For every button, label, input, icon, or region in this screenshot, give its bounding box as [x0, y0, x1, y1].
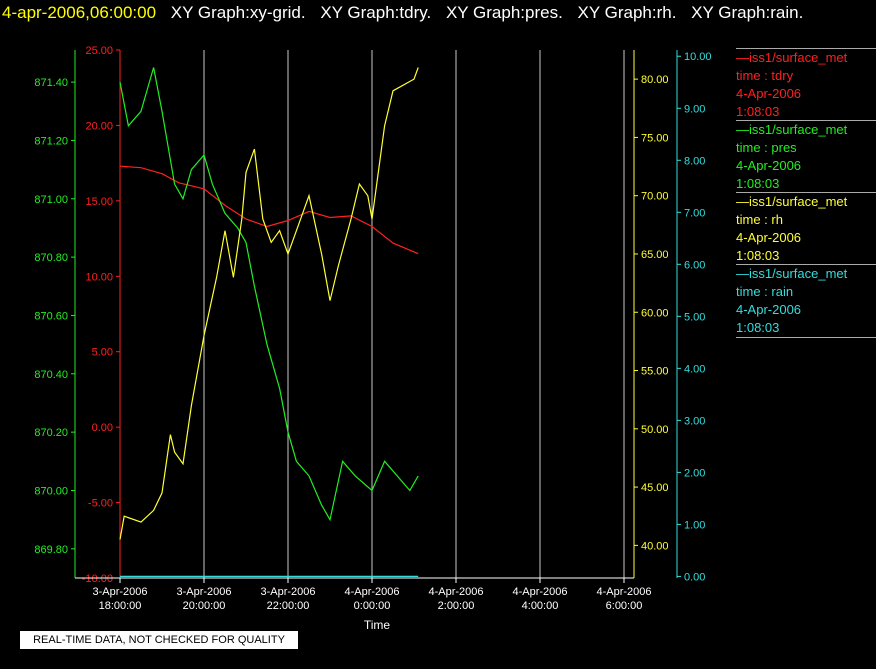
legend-field: time : pres [736, 140, 797, 155]
legend-source: —iss1/surface_met [736, 50, 848, 65]
y-tick-label: -5.00 [88, 498, 113, 510]
series-lines [119, 67, 419, 578]
y-tick-label: 870.20 [34, 427, 68, 439]
legend-source: —iss1/surface_met [736, 266, 848, 281]
y-tick-label: 55.00 [641, 366, 669, 378]
y-tick-label: 45.00 [641, 482, 669, 494]
x-tick-label: 20:00:00 [183, 600, 226, 612]
legend-source: —iss1/surface_met [736, 122, 848, 137]
y-tick-label: 0.00 [684, 571, 705, 583]
y-tick-label: 5.00 [684, 311, 705, 323]
y-tick-label: 870.40 [34, 369, 68, 381]
title-bar: 4-apr-2006,06:00:00 XY Graph:xy-grid. XY… [2, 2, 803, 24]
y-tick-label: 870.00 [34, 485, 68, 497]
legend-source: —iss1/surface_met [736, 194, 848, 209]
legend-time: 1:08:03 [736, 176, 780, 191]
axes: 25.00 20.00 15.00 10.00 5.00 0.00 -5.00 -10.00 8… [34, 45, 711, 585]
x-tick-label: 4-Apr-2006 [596, 586, 651, 598]
y-tick-label: 8.00 [684, 155, 705, 167]
x-tick-label: 3-Apr-2006 [92, 586, 147, 598]
graph-title-rh: XY Graph:rh. [577, 3, 677, 22]
legend-entry-tdry: —iss1/surface_met time : tdry 4-Apr-2006… [736, 48, 876, 121]
y-tick-label: 40.00 [641, 540, 669, 552]
y-tick-label: 870.80 [34, 252, 68, 264]
legend-time: 1:08:03 [736, 248, 780, 263]
x-tick-label: 2:00:00 [438, 600, 475, 612]
y-tick-label: 871.00 [34, 194, 68, 206]
x-tick-label: 4-Apr-2006 [428, 586, 483, 598]
y-tick-label: 5.00 [92, 347, 113, 359]
y-tick-label: 3.00 [684, 415, 705, 427]
legend-entry-rh: —iss1/surface_met time : rh 4-Apr-2006 1… [736, 192, 876, 265]
y-tick-label: 0.00 [92, 422, 113, 434]
y-tick-label: 50.00 [641, 424, 669, 436]
y-tick-label: 871.20 [34, 135, 68, 147]
legend-time: 1:08:03 [736, 320, 780, 335]
legend-date: 4-Apr-2006 [736, 302, 802, 317]
quality-notice: REAL-TIME DATA, NOT CHECKED FOR QUALITY [20, 631, 298, 649]
legend-date: 4-Apr-2006 [736, 86, 802, 101]
graph-title-pres: XY Graph:pres. [445, 3, 563, 22]
series-pres [119, 67, 419, 522]
grid-lines [203, 50, 625, 578]
y-tick-label: -10.00 [82, 573, 113, 585]
y-tick-label: 75.00 [641, 132, 669, 144]
y-tick-label: 20.00 [85, 120, 113, 132]
y-tick-label: 10.00 [684, 51, 712, 63]
x-tick-label: 6:00:00 [606, 600, 643, 612]
y-tick-label: 1.00 [684, 519, 705, 531]
y-tick-label: 7.00 [684, 207, 705, 219]
x-tick-label: 4:00:00 [522, 600, 559, 612]
legend-entry-rain: —iss1/surface_met time : rain 4-Apr-2006… [736, 264, 876, 338]
y-tick-label: 65.00 [641, 249, 669, 261]
legend-date: 4-Apr-2006 [736, 230, 802, 245]
y-tick-label: 9.00 [684, 103, 705, 115]
y-tick-label: 15.00 [85, 196, 113, 208]
timestamp: 4-apr-2006,06:00:00 [2, 3, 157, 22]
x-tick-label: 0:00:00 [354, 600, 391, 612]
y-tick-label: 869.80 [34, 544, 68, 556]
x-tick-label: 18:00:00 [99, 600, 142, 612]
y-tick-label: 80.00 [641, 74, 669, 86]
series-tdry [119, 165, 419, 255]
legend-field: time : rain [736, 284, 794, 299]
graph-title-xy-grid: XY Graph:xy-grid. [170, 3, 306, 22]
y-tick-label: 870.60 [34, 310, 68, 322]
y-tick-label: 10.00 [85, 271, 113, 283]
y-tick-label: 60.00 [641, 307, 669, 319]
legend-date: 4-Apr-2006 [736, 158, 802, 173]
legend-field: time : tdry [736, 68, 794, 83]
legend-time: 1:08:03 [736, 104, 780, 119]
series-rh [119, 67, 419, 540]
graph-title-rain: XY Graph:rain. [691, 3, 804, 22]
y-tick-label: 25.00 [85, 45, 113, 57]
legend-entry-pres: —iss1/surface_met time : pres 4-Apr-2006… [736, 120, 876, 193]
x-tick-label: 4-Apr-2006 [512, 586, 567, 598]
y-tick-label: 70.00 [641, 191, 669, 203]
x-axis: 3-Apr-2006 18:00:00 3-Apr-2006 20:00:00 3-Ap… [75, 577, 652, 632]
y-tick-label: 6.00 [684, 259, 705, 271]
x-tick-label: 3-Apr-2006 [176, 586, 231, 598]
graph-title-tdry: XY Graph:tdry. [320, 3, 432, 22]
y-tick-label: 2.00 [684, 467, 705, 479]
y-tick-label: 871.40 [34, 77, 68, 89]
x-tick-label: 3-Apr-2006 [260, 586, 315, 598]
legend-field: time : rh [736, 212, 783, 227]
x-axis-label: Time [364, 618, 391, 632]
x-tick-label: 22:00:00 [267, 600, 310, 612]
y-tick-label: 4.00 [684, 363, 705, 375]
x-tick-label: 4-Apr-2006 [344, 586, 399, 598]
